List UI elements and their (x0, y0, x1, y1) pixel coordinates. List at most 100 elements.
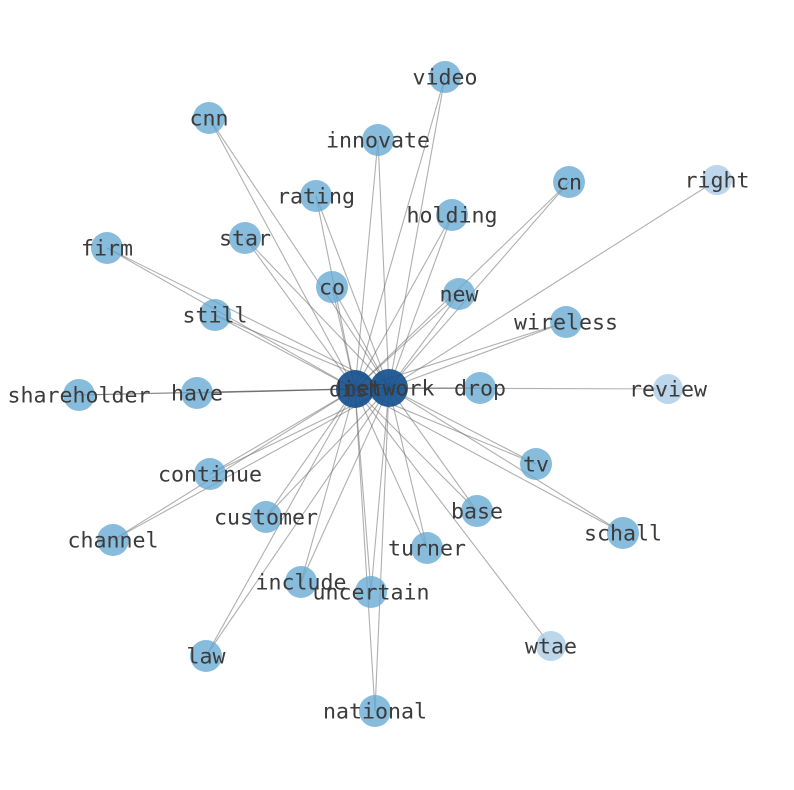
edge-continue-dish (209, 388, 356, 475)
edge-tv-network (388, 387, 537, 465)
edge-national-network (374, 387, 390, 712)
node-label-right: right (684, 168, 749, 193)
node-innovate (362, 124, 394, 156)
node-label-firm: firm (81, 236, 133, 261)
node-label-video: video (412, 65, 477, 90)
node-label-holding: holding (406, 203, 497, 228)
node-video (429, 61, 461, 93)
node-turner (411, 532, 443, 564)
edge-customer-network (265, 387, 390, 518)
edge-rating-network (315, 195, 390, 389)
edge-include-dish (300, 388, 356, 583)
node-cnn (193, 102, 225, 134)
edge-channel-dish (112, 388, 356, 541)
node-label-tv: tv (523, 452, 549, 477)
node-base (461, 495, 493, 527)
edge-customer-dish (265, 388, 356, 518)
edge-turner-dish (354, 388, 428, 549)
node-label-cnn: cnn (189, 106, 228, 131)
edge-firm-network (106, 247, 390, 389)
node-channel (97, 524, 129, 556)
edge-base-dish (354, 388, 478, 512)
edge-holding-dish (354, 214, 453, 390)
node-star (229, 222, 261, 254)
node-label-network: network (343, 376, 434, 401)
node-label-shareholder: shareholder (7, 383, 150, 408)
node-review (653, 374, 683, 404)
edge-wtae-dish (354, 388, 552, 647)
node-label-customer: customer (214, 505, 318, 530)
node-tv (520, 448, 552, 480)
node-shareholder (63, 379, 95, 411)
node-national (359, 695, 391, 727)
edge-channel-network (112, 387, 390, 541)
node-cn (553, 166, 585, 198)
edge-new-network (388, 293, 460, 389)
node-have (181, 377, 213, 409)
edge-turner-network (388, 387, 428, 549)
edge-uncertain-dish (354, 388, 372, 593)
edge-video-network (388, 76, 446, 389)
edge-cnn-network (208, 117, 390, 389)
edge-uncertain-network (370, 387, 390, 593)
node-include (285, 566, 317, 598)
node-wtae (536, 631, 566, 661)
edge-right-network (388, 179, 718, 389)
node-label-law: law (186, 644, 225, 669)
node-label-still: still (182, 303, 247, 328)
node-holding (436, 199, 468, 231)
node-label-cn: cn (556, 170, 582, 195)
node-dish (336, 370, 374, 408)
edge-innovate-dish (354, 139, 379, 390)
node-still (199, 299, 231, 331)
node-label-include: include (255, 570, 346, 595)
edge-firm-dish (106, 247, 356, 390)
node-label-national: national (323, 699, 427, 724)
edge-still-dish (214, 314, 356, 390)
node-label-uncertain: uncertain (312, 580, 429, 605)
node-schall (607, 517, 639, 549)
node-label-schall: schall (584, 521, 662, 546)
node-label-have: have (171, 381, 223, 406)
edge-cn-network (388, 181, 570, 389)
node-label-new: new (439, 282, 478, 307)
node-firm (91, 232, 123, 264)
node-law (190, 640, 222, 672)
node-rating (300, 180, 332, 212)
node-label-base: base (451, 499, 503, 524)
node-label-channel: channel (67, 528, 158, 553)
edge-star-network (244, 237, 390, 389)
node-label-turner: turner (388, 536, 466, 561)
edge-innovate-network (377, 139, 390, 389)
edge-wireless-network (388, 321, 567, 389)
node-label-rating: rating (277, 184, 355, 209)
edge-star-dish (244, 237, 356, 390)
node-uncertain (355, 576, 387, 608)
edge-holding-network (388, 214, 453, 389)
node-drop (464, 372, 496, 404)
node-co (316, 271, 348, 303)
node-label-review: review (629, 377, 707, 402)
edge-cnn-dish (208, 117, 356, 390)
node-label-star: star (219, 226, 271, 251)
node-label-wtae: wtae (525, 634, 577, 659)
node-label-wireless: wireless (514, 310, 618, 335)
node-customer (250, 501, 282, 533)
node-wireless (550, 306, 582, 338)
node-label-drop: drop (454, 376, 506, 401)
node-network (370, 369, 408, 407)
edge-video-dish (354, 76, 446, 390)
edge-new-dish (354, 293, 460, 390)
edges-layer (78, 76, 718, 712)
edge-include-network (300, 387, 390, 583)
edge-schall-dish (354, 388, 624, 534)
node-continue (194, 458, 226, 490)
node-right (702, 165, 732, 195)
edge-law-network (205, 387, 390, 657)
node-label-continue: continue (158, 462, 262, 487)
edge-co-network (331, 286, 390, 389)
node-label-dish: dish (329, 377, 381, 402)
